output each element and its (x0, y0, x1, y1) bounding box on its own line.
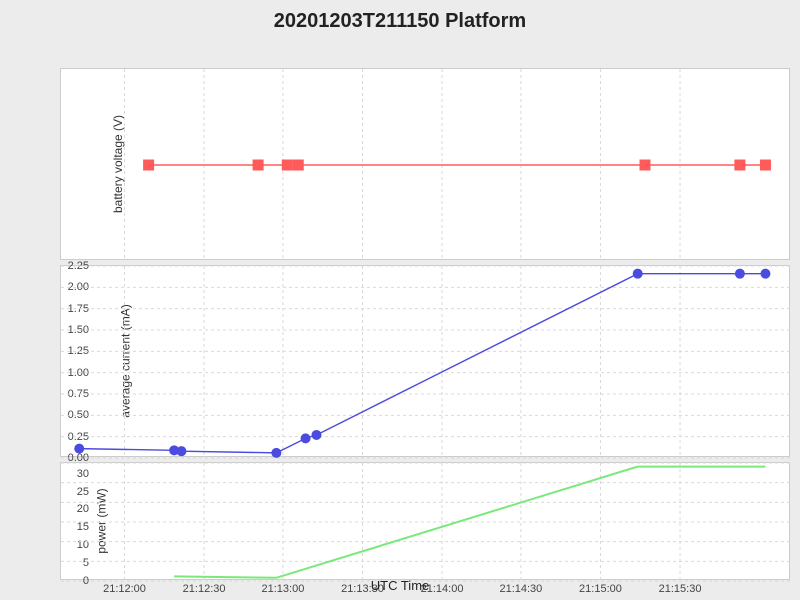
panel-battery-voltage: battery voltage (V) (60, 68, 790, 260)
current-plot-svg (61, 266, 791, 458)
xaxis-tick-label: 21:15:30 (659, 583, 702, 595)
voltage-plot-svg (61, 69, 791, 261)
xaxis-tick-label: 21:12:00 (103, 583, 146, 595)
panel-power: power (mW) 0 5 10 15 20 25 30 21:12:00 21:12:30… (60, 462, 790, 580)
power-plot-svg (61, 463, 791, 581)
panel-average-current: average current (mA) 0.00 0.25 0.50 0.75 1.0… (60, 265, 790, 457)
xaxis-label: UTC Time (371, 578, 430, 593)
xaxis-tick-label: 21:15:00 (579, 583, 622, 595)
xaxis-tick-label: 21:12:30 (183, 583, 226, 595)
chart-container: 20201203T211150 Platform battery voltage… (0, 0, 800, 600)
xaxis-tick-label: 21:13:00 (261, 583, 304, 595)
chart-title: 20201203T211150 Platform (0, 0, 800, 39)
xaxis-tick-label: 21:14:30 (499, 583, 542, 595)
